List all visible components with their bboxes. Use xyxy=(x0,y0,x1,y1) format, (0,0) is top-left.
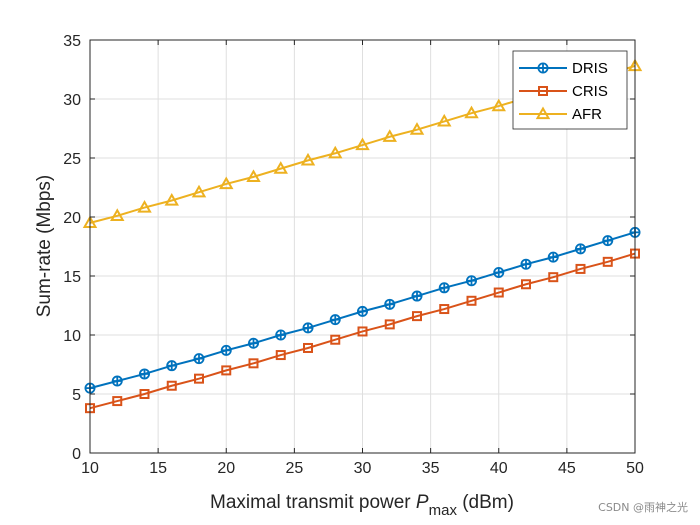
data-point-dris xyxy=(193,353,205,365)
data-point-afr xyxy=(300,152,316,166)
legend-marker xyxy=(535,106,551,120)
y-tick-label: 0 xyxy=(72,446,81,463)
data-point-cris xyxy=(139,389,150,399)
data-point-cris xyxy=(602,256,613,267)
axis-ticks xyxy=(89,39,636,454)
data-point-dris xyxy=(302,322,314,334)
data-point-cris xyxy=(112,396,123,407)
x-axis-label-main: Maximal transmit power xyxy=(210,492,416,513)
data-point-dris xyxy=(166,360,178,372)
y-tick-label: 25 xyxy=(63,151,81,168)
series-line-cris xyxy=(89,252,636,410)
data-point-dris xyxy=(493,266,505,278)
legend-item-afr: AFR xyxy=(519,106,602,123)
x-tick-label: 45 xyxy=(558,460,576,477)
x-tick-label: 35 xyxy=(422,460,440,477)
data-point-cris xyxy=(575,263,586,274)
x-tick-label: 40 xyxy=(490,460,508,477)
legend-label: CRIS xyxy=(572,83,608,100)
y-tick-label: 35 xyxy=(63,33,81,50)
data-point-afr xyxy=(110,208,125,221)
y-tick-label: 10 xyxy=(63,328,81,345)
x-axis-label: Maximal transmit power Pmax (dBm) xyxy=(210,492,514,519)
data-point-dris xyxy=(520,258,532,270)
data-point-cris xyxy=(275,350,286,361)
x-tick-label: 15 xyxy=(149,460,167,477)
data-point-afr xyxy=(409,122,425,135)
data-point-dris xyxy=(275,329,287,341)
data-point-cris xyxy=(248,358,259,369)
data-point-dris xyxy=(465,275,477,287)
data-point-cris xyxy=(521,279,531,290)
legend-label: AFR xyxy=(572,106,602,123)
x-axis-label-variable: P xyxy=(416,492,429,513)
x-tick-labels: 10 15 20 25 30 35 40 45 50 xyxy=(81,460,644,477)
data-point-afr xyxy=(191,184,207,198)
data-point-cris xyxy=(412,311,422,322)
data-point-cris xyxy=(221,365,232,376)
data-point-afr xyxy=(437,113,452,127)
data-point-dris xyxy=(575,243,587,255)
y-tick-label: 20 xyxy=(63,210,81,227)
data-point-afr xyxy=(491,98,506,112)
y-tick-label: 30 xyxy=(63,92,81,109)
legend-label: DRIS xyxy=(572,60,608,77)
data-point-dris xyxy=(384,298,396,310)
legend-item-cris: CRIS xyxy=(519,83,608,100)
x-axis-label-subscript: max xyxy=(429,502,458,519)
data-point-afr xyxy=(382,129,397,142)
data-point-cris xyxy=(439,304,450,315)
data-point-afr xyxy=(328,145,343,159)
data-point-cris xyxy=(166,380,177,391)
data-point-cris xyxy=(303,342,313,353)
data-point-dris xyxy=(138,368,150,380)
data-point-afr xyxy=(219,176,234,190)
data-point-afr xyxy=(464,105,479,119)
data-point-dris xyxy=(329,314,341,326)
x-tick-label: 25 xyxy=(285,460,303,477)
data-point-dris xyxy=(547,251,559,263)
data-point-cris xyxy=(384,319,395,330)
data-point-cris xyxy=(357,326,368,337)
x-tick-label: 20 xyxy=(217,460,235,477)
data-point-afr xyxy=(164,192,179,206)
data-point-cris xyxy=(194,373,204,384)
data-point-dris xyxy=(111,375,123,387)
data-point-cris xyxy=(548,272,559,283)
watermark: CSDN @雨神之光 xyxy=(598,501,688,514)
data-point-dris xyxy=(438,282,450,294)
legend-marker xyxy=(537,62,549,74)
data-point-dris xyxy=(411,290,423,302)
y-axis-label: Sum-rate (Mbps) xyxy=(34,175,55,318)
y-tick-label: 5 xyxy=(72,387,81,404)
legend-items: DRIS CRIS AFR xyxy=(519,60,608,123)
x-tick-label: 10 xyxy=(81,460,99,477)
data-point-dris xyxy=(220,344,232,356)
data-point-dris xyxy=(602,235,614,247)
legend-marker xyxy=(538,86,548,96)
data-point-cris xyxy=(330,334,341,345)
legend-item-dris: DRIS xyxy=(519,60,608,77)
x-tick-label: 50 xyxy=(626,460,644,477)
data-point-afr xyxy=(355,137,370,151)
data-point-afr xyxy=(273,161,288,174)
data-point-dris xyxy=(356,305,368,317)
y-tick-label: 15 xyxy=(63,269,81,286)
legend: DRIS CRIS AFR xyxy=(512,50,628,130)
x-axis-label-unit: (dBm) xyxy=(457,492,514,513)
data-point-afr xyxy=(246,169,261,183)
data-point-afr xyxy=(137,200,152,213)
data-point-cris xyxy=(466,295,477,306)
x-tick-label: 30 xyxy=(354,460,372,477)
data-point-cris xyxy=(493,287,504,298)
y-tick-labels: 0 5 10 15 20 25 30 35 xyxy=(63,33,81,463)
data-point-dris xyxy=(247,337,259,349)
